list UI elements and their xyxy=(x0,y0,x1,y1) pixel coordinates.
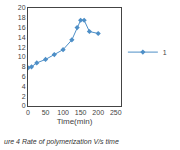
svg-text:14: 14 xyxy=(18,34,26,41)
svg-text:ure 4 Rate of polymerization V: ure 4 Rate of polymerization V/s time xyxy=(4,138,119,146)
svg-text:4: 4 xyxy=(22,83,26,90)
svg-text:18: 18 xyxy=(18,14,26,21)
svg-text:200: 200 xyxy=(92,109,104,116)
svg-text:Time(min): Time(min) xyxy=(57,117,93,126)
svg-text:16: 16 xyxy=(18,24,26,31)
svg-text:6: 6 xyxy=(22,73,26,80)
svg-text:2: 2 xyxy=(22,93,26,100)
svg-text:0: 0 xyxy=(26,109,30,116)
svg-text:100: 100 xyxy=(57,109,69,116)
svg-text:10: 10 xyxy=(18,53,26,60)
svg-text:250: 250 xyxy=(110,109,122,116)
svg-text:20: 20 xyxy=(18,4,26,11)
svg-text:12: 12 xyxy=(18,44,26,51)
svg-text:8: 8 xyxy=(22,63,26,70)
svg-text:150: 150 xyxy=(75,109,87,116)
svg-text:1: 1 xyxy=(163,49,167,56)
svg-text:50: 50 xyxy=(42,109,50,116)
svg-text:0: 0 xyxy=(22,102,26,109)
